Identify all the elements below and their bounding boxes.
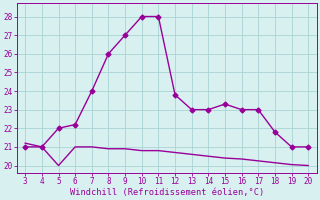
X-axis label: Windchill (Refroidissement éolien,°C): Windchill (Refroidissement éolien,°C) (69, 188, 264, 197)
